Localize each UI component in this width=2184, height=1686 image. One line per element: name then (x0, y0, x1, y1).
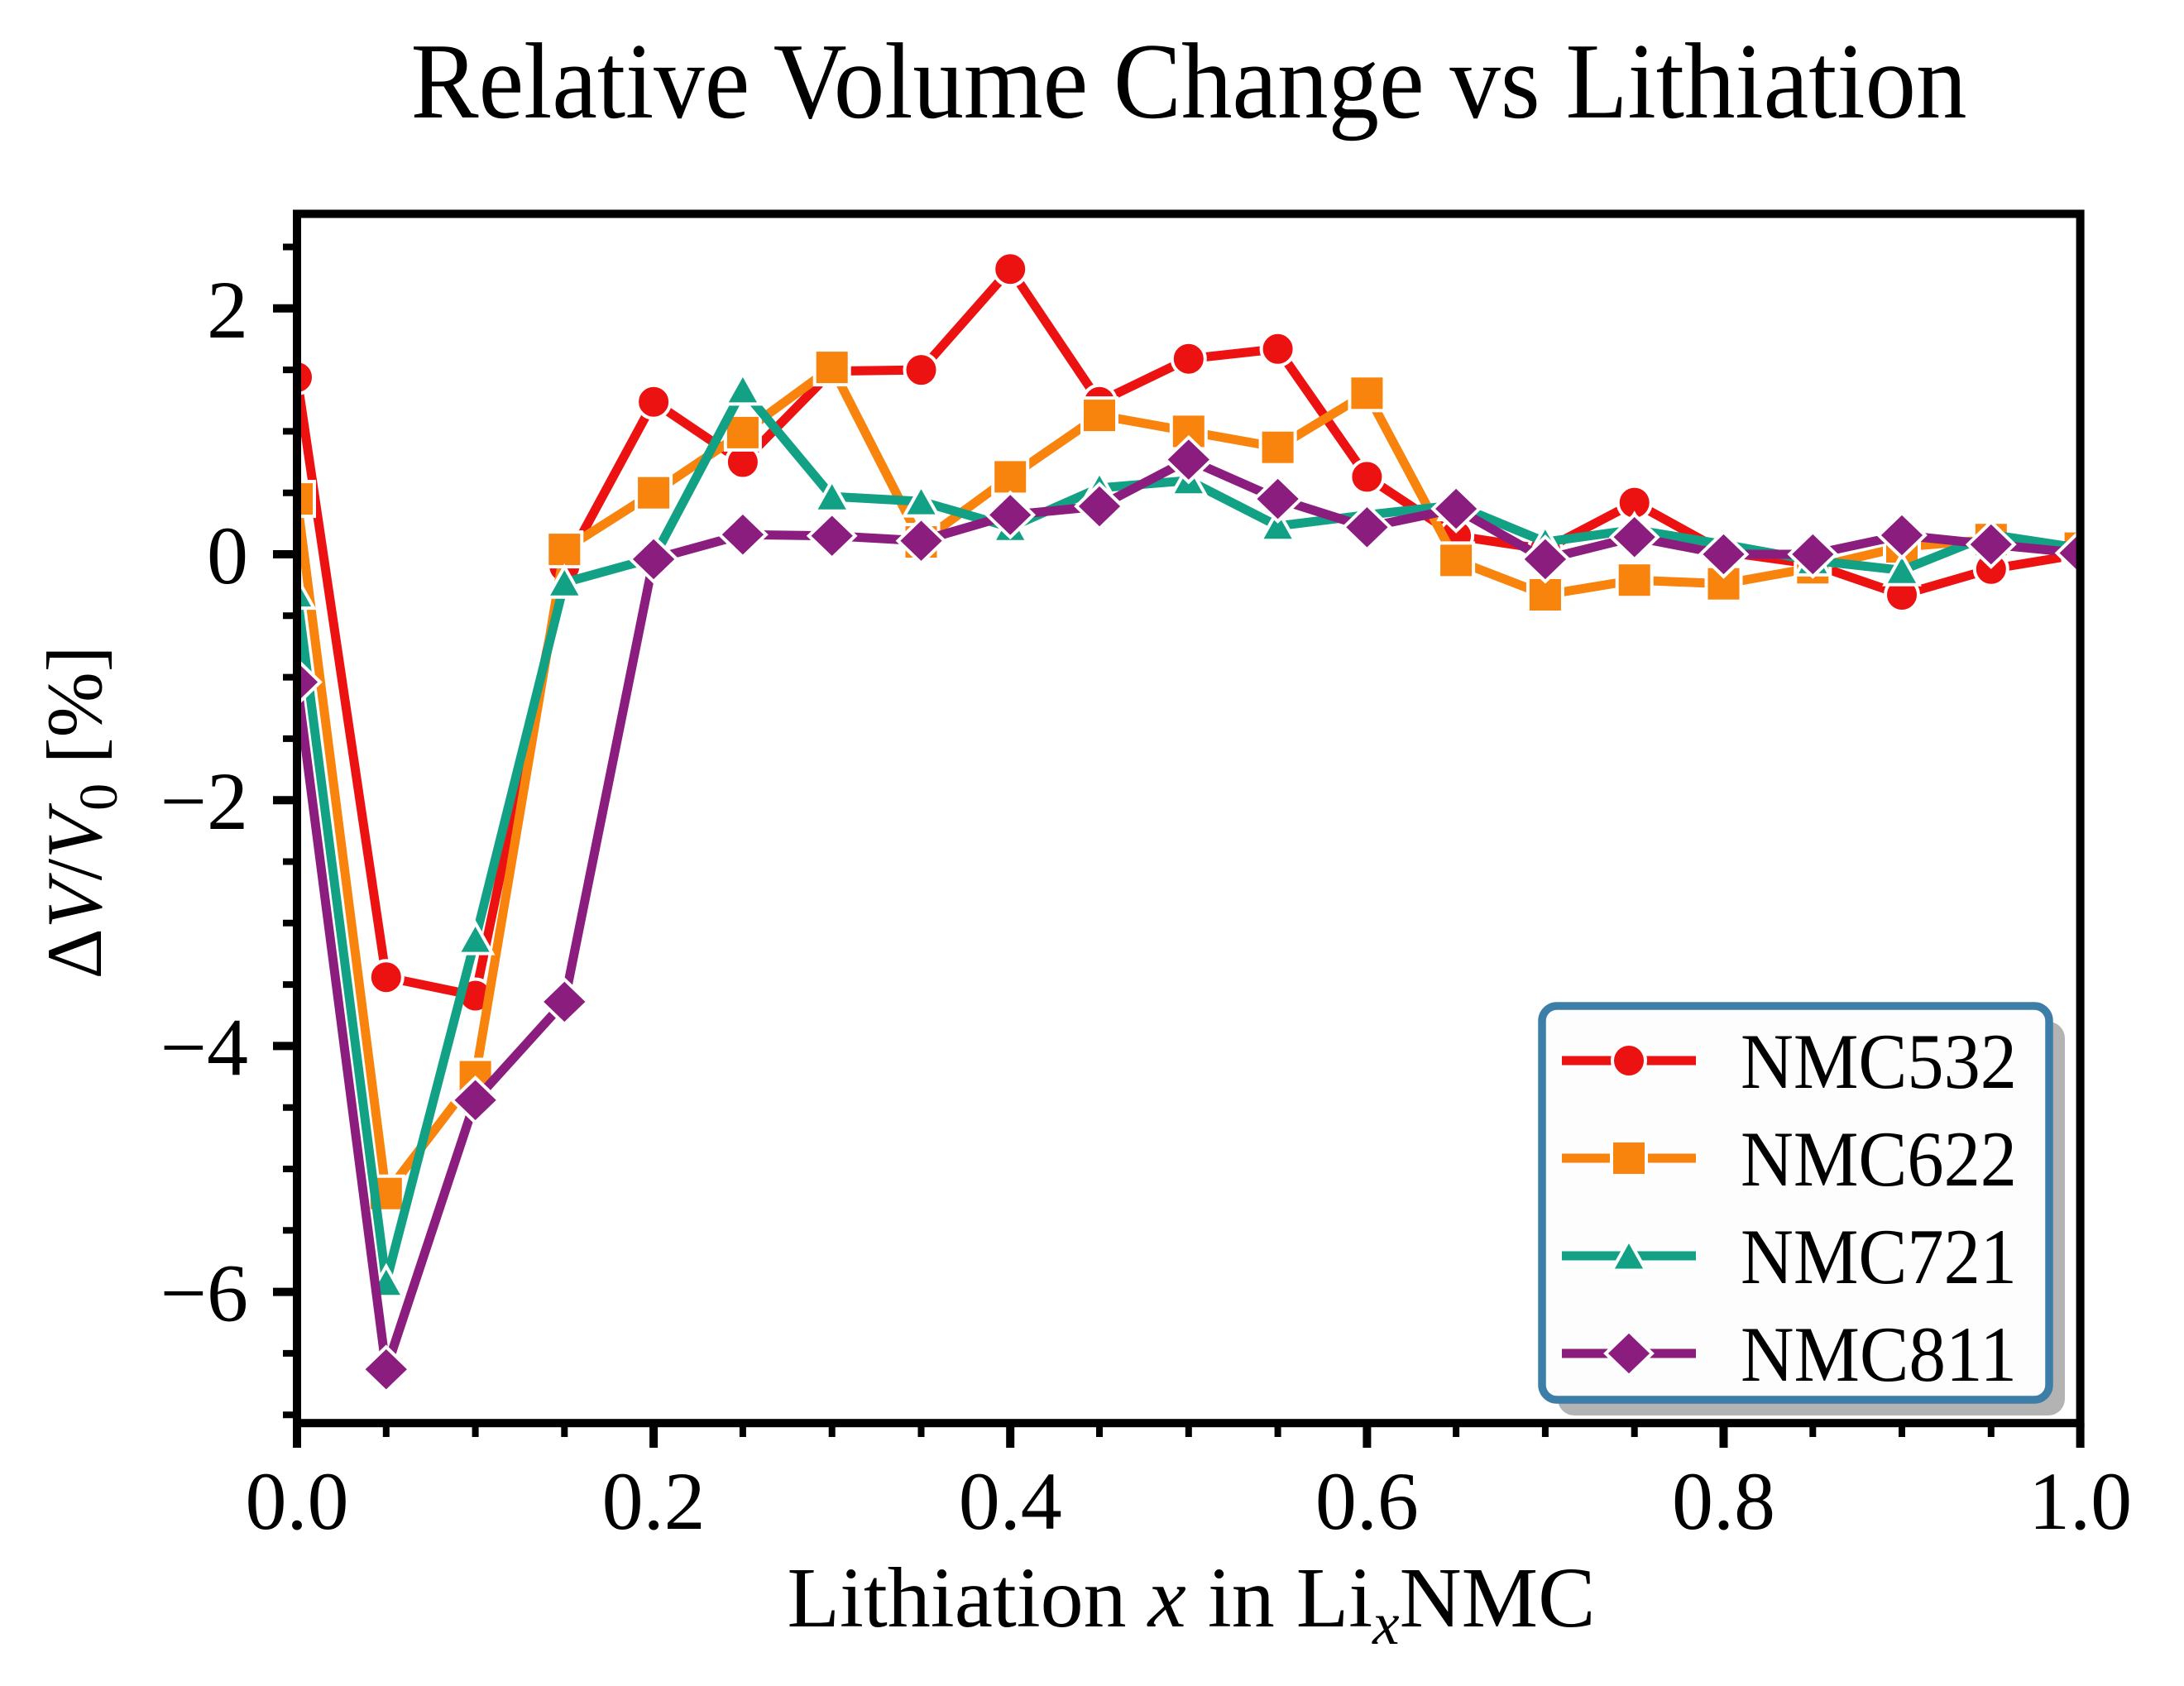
svg-text:NMC532: NMC532 (1741, 1018, 2017, 1105)
svg-text:−2: −2 (160, 755, 248, 847)
svg-text:0.2: 0.2 (602, 1455, 706, 1547)
svg-text:−6: −6 (160, 1248, 248, 1339)
svg-text:0.4: 0.4 (959, 1455, 1062, 1547)
svg-text:Relative Volume Change vs Lith: Relative Volume Change vs Lithiation (411, 22, 1967, 141)
svg-text:1.0: 1.0 (2028, 1455, 2132, 1547)
svg-text:0.0: 0.0 (246, 1455, 349, 1547)
svg-text:Lithiation x in LixNMC: Lithiation x in LixNMC (787, 1550, 1595, 1657)
svg-text:0.8: 0.8 (1672, 1455, 1775, 1547)
svg-text:−4: −4 (160, 1001, 248, 1093)
svg-text:NMC622: NMC622 (1741, 1115, 2017, 1203)
svg-text:0.6: 0.6 (1315, 1455, 1419, 1547)
svg-text:ΔV/V0 [%]: ΔV/V0 [%] (31, 646, 129, 980)
svg-text:2: 2 (207, 264, 248, 356)
svg-text:0: 0 (207, 510, 248, 601)
svg-text:NMC811: NMC811 (1741, 1310, 2017, 1398)
svg-text:NMC721: NMC721 (1741, 1213, 2017, 1300)
